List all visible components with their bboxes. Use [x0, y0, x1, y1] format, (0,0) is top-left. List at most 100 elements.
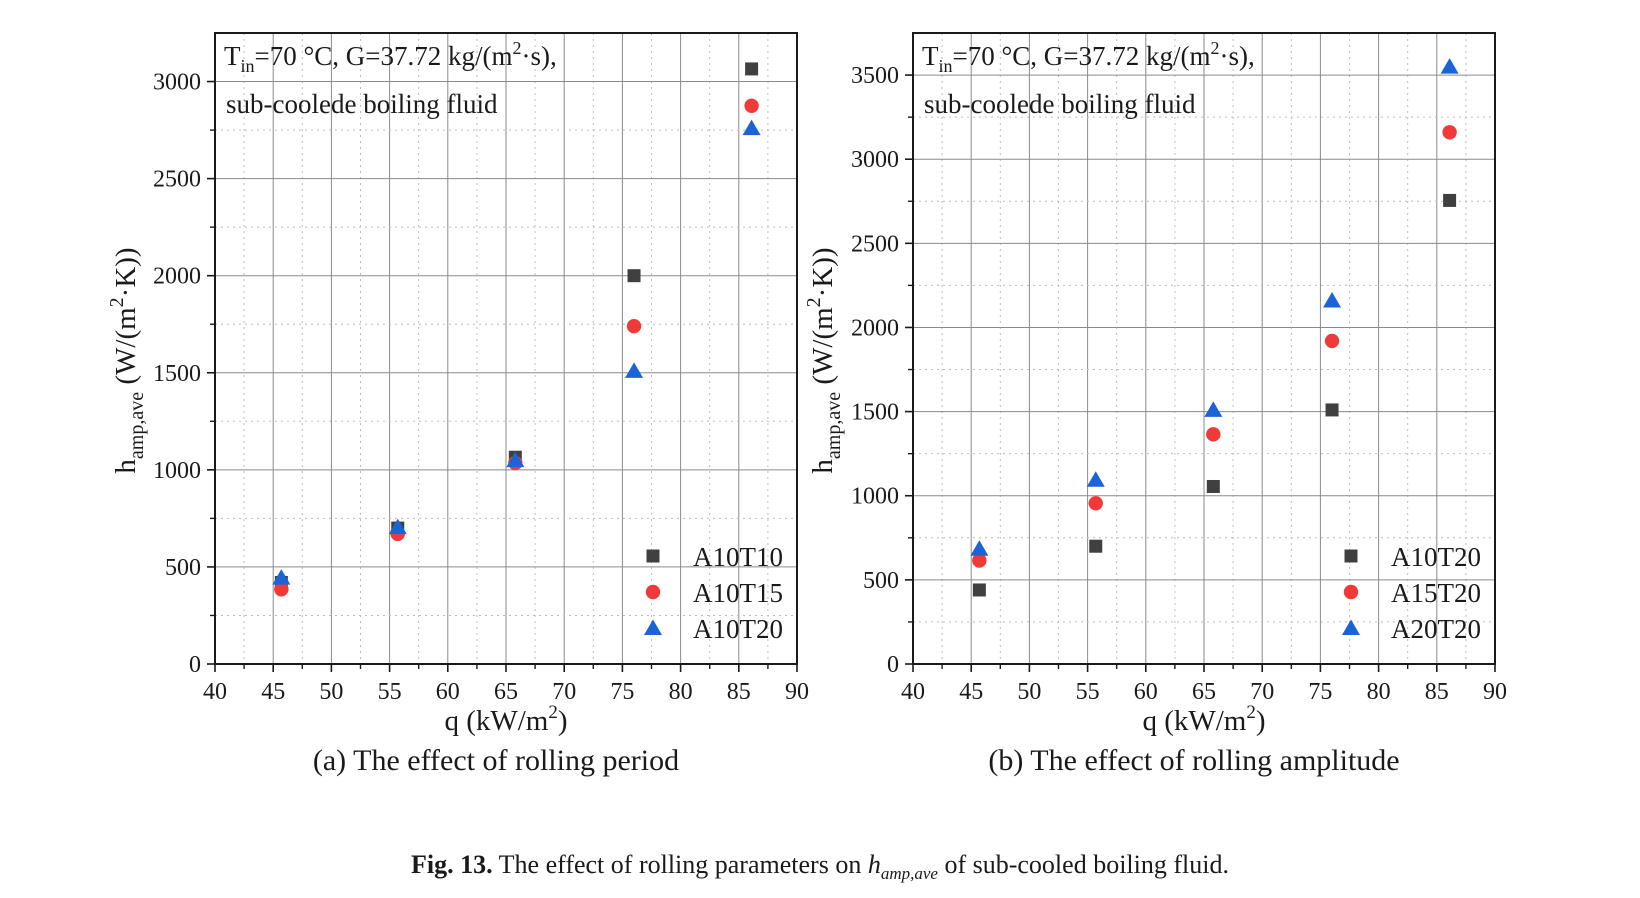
x-axis-label-sup: 2 [548, 702, 558, 723]
legend-marker-A10T20 [1344, 549, 1358, 563]
data-point-A10T20 [1325, 403, 1339, 417]
x-tick-label: 80 [1367, 679, 1391, 705]
annotation-t-sub: in [241, 56, 255, 76]
y-axis-label-rest: (W/(m [807, 307, 839, 392]
y-tick-label: 2000 [153, 264, 201, 290]
data-point-A10T15 [274, 582, 289, 597]
x-tick-label: 90 [1483, 679, 1507, 705]
panel-subcaption: (b) The effect of rolling amplitude [988, 744, 1399, 777]
y-tick-label: 1000 [851, 484, 899, 510]
y-axis-label: hamp,ave (W/(m2·K)) [106, 247, 148, 473]
annotation-line-1: Tin=70 °C, G=37.72 kg/(m2·s), [922, 38, 1255, 76]
x-axis-label-main: q (kW/m [1142, 705, 1246, 737]
y-axis-label-sub: amp,ave [823, 392, 845, 459]
y-tick-label: 2000 [851, 315, 899, 341]
data-point-A15T20 [1206, 427, 1221, 442]
y-axis-label-rest: (W/(m [110, 307, 142, 392]
y-axis-label-h: h [110, 459, 142, 474]
legend-label: A10T20 [693, 614, 783, 644]
grid [913, 33, 1495, 664]
y-axis-label-end: ·K)) [807, 247, 839, 297]
data-point-A15T20 [1324, 333, 1340, 349]
y-tick-label: 500 [863, 568, 899, 594]
annotation-line-1: Tin=70 °C, G=37.72 kg/(m2·s), [224, 38, 557, 76]
data-point-A10T20 [506, 451, 525, 468]
annotation-text: =70 °C, G=37.72 kg/(m [953, 41, 1211, 71]
grid [215, 33, 797, 664]
legend: A10T20 A15T20 A20T20 [1342, 542, 1481, 644]
y-axis-label-sub: amp,ave [126, 392, 148, 459]
x-axis-label-end: ) [1256, 705, 1266, 737]
annotation-sup: 2 [513, 38, 522, 58]
data-point-A15T20 [1088, 496, 1103, 511]
y-tick-label: 500 [165, 555, 201, 581]
data-point-A10T20 [388, 518, 407, 535]
annotation-sup: 2 [1211, 38, 1220, 58]
x-tick-label: 80 [669, 679, 693, 705]
y-tick-label: 0 [189, 652, 201, 678]
y-tick-label: 3500 [851, 63, 899, 89]
plot-frame [912, 32, 1496, 665]
legend-label: A10T15 [693, 578, 783, 608]
x-axis-label-main: q (kW/m [444, 705, 548, 737]
annotation-line-2: sub-coolede boiling fluid [226, 89, 498, 119]
x-tick-label: 50 [319, 679, 343, 705]
y-axis-label: hamp,ave (W/(m2·K)) [803, 247, 845, 473]
x-tick-label: 85 [1425, 679, 1449, 705]
data-point-A20T20 [1323, 292, 1342, 308]
figure-caption-symbol: hamp,ave [868, 850, 938, 883]
data-point-A10T20 [1206, 479, 1220, 493]
legend-marker-A20T20 [1342, 619, 1360, 635]
x-tick-label: 50 [1017, 679, 1041, 705]
x-tick-label: 40 [901, 679, 925, 705]
axis-ticks: 40 45 50 55 60 65 70 75 80 85 90 0 500 1000 1500 2000 25… [153, 70, 809, 705]
legend-label: A15T20 [1391, 578, 1481, 608]
figure-caption-label: Fig. 13. [411, 850, 493, 879]
data-point-A10T20 [625, 362, 644, 378]
legend-marker-A10T15 [645, 584, 661, 600]
x-tick-label: 60 [1134, 679, 1158, 705]
annotation-t: T [224, 41, 241, 71]
series-A10T15 [274, 98, 759, 597]
data-point-A10T15 [744, 98, 759, 114]
x-axis-label: q (kW/m2) [1142, 702, 1265, 737]
chart-panel-b: 40 45 50 55 60 65 70 75 80 85 90 0 500 1000 1500 2000 25… [803, 32, 1507, 777]
x-tick-label: 55 [378, 679, 402, 705]
legend-marker-A15T20 [1343, 584, 1359, 600]
y-axis-label-sup: 2 [803, 297, 825, 307]
data-point-A10T20 [742, 119, 761, 136]
data-point-A15T20 [972, 553, 987, 568]
y-tick-label: 1500 [851, 400, 899, 426]
x-axis-label-end: ) [558, 705, 568, 737]
x-tick-label: 40 [203, 679, 227, 705]
x-tick-label: 65 [1192, 679, 1216, 705]
data-point-A10T10 [745, 62, 759, 76]
y-tick-label: 2500 [851, 231, 899, 257]
series-A10T20 [272, 119, 761, 585]
x-tick-label: 60 [436, 679, 460, 705]
legend-label: A10T20 [1391, 542, 1481, 572]
data-point-A20T20 [1440, 58, 1459, 74]
y-tick-label: 1000 [153, 458, 201, 484]
annotation-end: ·s), [522, 41, 557, 71]
y-tick-label: 2500 [153, 167, 201, 193]
series-A20T20 [970, 58, 1459, 556]
y-tick-label: 1500 [153, 361, 201, 387]
figure-caption-text-after: of sub-cooled boiling fluid. [944, 850, 1229, 879]
data-point-A20T20 [1204, 401, 1223, 417]
data-point-A10T10 [627, 269, 641, 283]
figure-caption-text-before: The effect of rolling parameters on [498, 850, 862, 879]
y-tick-label: 3000 [851, 147, 899, 173]
legend-marker-A10T20 [644, 619, 662, 635]
x-tick-label: 85 [727, 679, 751, 705]
figure-caption-symbol-sub: amp,ave [880, 864, 938, 884]
x-axis-label: q (kW/m2) [444, 702, 567, 737]
data-point-A10T20 [1443, 193, 1457, 207]
x-tick-label: 70 [552, 679, 576, 705]
annotation-end: ·s), [1220, 41, 1255, 71]
x-tick-label: 65 [494, 679, 518, 705]
x-tick-label: 45 [959, 679, 983, 705]
y-tick-label: 3000 [153, 70, 201, 96]
legend: A10T10 A10T15 A10T20 [644, 542, 783, 644]
